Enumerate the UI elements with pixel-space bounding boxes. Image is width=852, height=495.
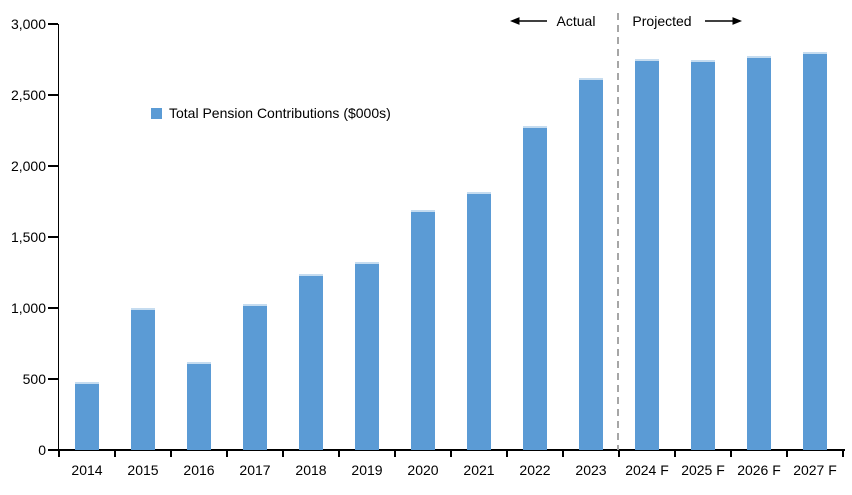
x-axis-label: 2027 F [793, 462, 837, 478]
bar-2017 [243, 303, 267, 450]
x-axis-tick [842, 450, 844, 457]
y-axis-label: 0 [38, 442, 46, 458]
x-axis-tick [450, 450, 452, 457]
bar-2021 [467, 191, 491, 450]
x-axis-tick [282, 450, 284, 457]
chart-legend: Total Pension Contributions ($000s) [151, 105, 391, 121]
x-axis-tick [674, 450, 676, 457]
y-axis-label: 1,500 [10, 229, 46, 245]
y-axis-label: 2,500 [10, 87, 46, 103]
x-axis-label: 2014 [71, 462, 103, 478]
y-axis-tick [48, 449, 58, 451]
x-axis-tick [562, 450, 564, 457]
x-axis-label: 2020 [407, 462, 439, 478]
projected-label: Projected [632, 13, 692, 29]
x-axis-label: 2017 [239, 462, 271, 478]
x-axis-tick [226, 450, 228, 457]
x-axis-tick [730, 450, 732, 457]
bar-2024-f [635, 58, 659, 450]
left-arrow-icon [510, 17, 547, 25]
legend-marker [151, 107, 162, 119]
y-axis-tick [48, 378, 58, 380]
x-axis-label: 2015 [127, 462, 159, 478]
bar-2018 [299, 273, 323, 450]
bar-2025-f [691, 60, 715, 450]
actual-label: Actual [556, 13, 596, 29]
bar-2020 [411, 210, 435, 450]
x-axis-tick [170, 450, 172, 457]
x-axis-tick [506, 450, 508, 457]
x-axis-label: 2016 [183, 462, 215, 478]
x-axis-tick [618, 450, 620, 457]
right-arrow-icon [705, 17, 742, 25]
bar-2023 [579, 78, 603, 450]
y-axis-tick [48, 307, 58, 309]
x-axis-tick [338, 450, 340, 457]
x-axis-label: 2021 [463, 462, 495, 478]
y-axis-tick [48, 23, 58, 25]
y-axis-label: 1,000 [10, 300, 46, 316]
actual-projected-divider [617, 13, 619, 450]
x-axis-tick [786, 450, 788, 457]
y-axis-tick [48, 165, 58, 167]
y-axis-line [57, 24, 60, 451]
bar-2016 [187, 362, 211, 450]
y-axis-tick [48, 94, 58, 96]
x-axis-line [57, 449, 845, 452]
y-axis-label: 2,000 [10, 158, 46, 174]
x-axis-label: 2024 F [625, 462, 669, 478]
bar-2019 [355, 261, 379, 450]
bar-2015 [131, 308, 155, 450]
bar-2022 [523, 126, 547, 450]
bar-2014 [75, 381, 99, 450]
x-axis-label: 2018 [295, 462, 327, 478]
x-axis-tick [58, 450, 60, 457]
x-axis-label: 2023 [575, 462, 607, 478]
x-axis-label: 2026 F [737, 462, 781, 478]
x-axis-label: 2022 [519, 462, 551, 478]
x-axis-label: 2019 [351, 462, 383, 478]
y-axis-label: 3,000 [10, 16, 46, 32]
bar-2026-f [747, 56, 771, 450]
legend-label: Total Pension Contributions ($000s) [169, 105, 391, 121]
x-axis-tick [114, 450, 116, 457]
bar-2027-f [803, 52, 827, 450]
y-axis-tick [48, 236, 58, 238]
y-axis-label: 500 [22, 371, 46, 387]
x-axis-tick [394, 450, 396, 457]
x-axis-label: 2025 F [681, 462, 725, 478]
